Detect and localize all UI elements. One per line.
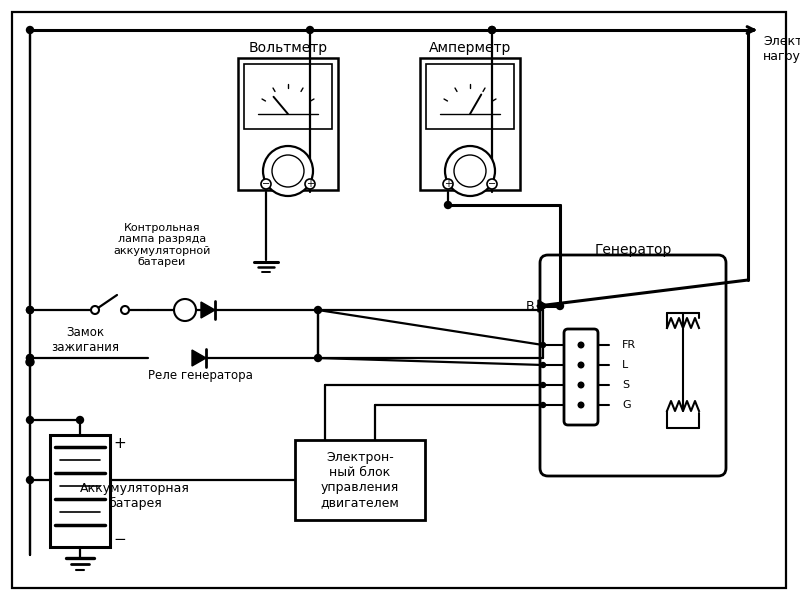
Text: +: + xyxy=(444,179,452,189)
Circle shape xyxy=(91,306,99,314)
Text: −: − xyxy=(262,179,270,189)
Text: Реле генератора: Реле генератора xyxy=(147,370,253,382)
Circle shape xyxy=(454,155,486,187)
Circle shape xyxy=(489,26,495,34)
Text: Генератор: Генератор xyxy=(594,243,672,257)
Circle shape xyxy=(174,299,196,321)
Circle shape xyxy=(541,403,546,408)
Circle shape xyxy=(263,146,313,196)
Circle shape xyxy=(445,202,451,208)
Circle shape xyxy=(26,417,34,423)
FancyBboxPatch shape xyxy=(564,329,598,425)
Polygon shape xyxy=(538,300,548,312)
Circle shape xyxy=(26,306,34,314)
Text: +: + xyxy=(113,435,126,450)
Circle shape xyxy=(261,179,271,189)
Text: −: − xyxy=(488,179,496,189)
Text: L: L xyxy=(622,360,628,370)
Bar xyxy=(244,64,332,129)
Text: Электрон-
ный блок
управления
двигателем: Электрон- ный блок управления двигателем xyxy=(321,451,399,509)
Circle shape xyxy=(541,362,546,367)
Polygon shape xyxy=(192,350,206,366)
Circle shape xyxy=(487,179,497,189)
Circle shape xyxy=(578,342,584,348)
Text: S: S xyxy=(622,380,629,390)
Text: Электрическая
нагрузка: Электрическая нагрузка xyxy=(763,35,800,63)
Text: Контрольная
лампа разряда
аккумуляторной
батареи: Контрольная лампа разряда аккумуляторной… xyxy=(114,223,210,267)
Bar xyxy=(295,440,425,520)
Circle shape xyxy=(272,155,304,187)
Text: G: G xyxy=(622,400,630,410)
Circle shape xyxy=(26,477,34,483)
FancyBboxPatch shape xyxy=(540,255,726,476)
Circle shape xyxy=(305,179,315,189)
Bar xyxy=(50,435,110,547)
Circle shape xyxy=(445,146,495,196)
Circle shape xyxy=(578,362,584,368)
Text: +: + xyxy=(306,179,314,189)
Text: Вольтметр: Вольтметр xyxy=(249,41,327,55)
Circle shape xyxy=(26,358,34,366)
Bar xyxy=(426,64,514,129)
Circle shape xyxy=(121,306,129,314)
Text: FR: FR xyxy=(622,340,636,350)
Circle shape xyxy=(26,355,34,361)
Bar xyxy=(420,58,520,190)
Circle shape xyxy=(314,306,322,314)
Circle shape xyxy=(443,179,453,189)
Text: Амперметр: Амперметр xyxy=(429,41,511,55)
Bar xyxy=(238,58,338,190)
Polygon shape xyxy=(201,302,215,318)
Text: Аккумуляторная
батарея: Аккумуляторная батарея xyxy=(80,482,190,510)
Circle shape xyxy=(541,343,546,347)
Text: B: B xyxy=(526,300,534,312)
Text: −: − xyxy=(113,532,126,547)
Circle shape xyxy=(314,355,322,361)
Circle shape xyxy=(578,382,584,388)
Circle shape xyxy=(26,306,34,314)
Circle shape xyxy=(557,302,563,309)
Text: Замок
зажигания: Замок зажигания xyxy=(51,326,119,354)
Circle shape xyxy=(489,26,495,34)
Circle shape xyxy=(541,382,546,388)
Circle shape xyxy=(578,402,584,408)
Circle shape xyxy=(77,417,83,423)
Circle shape xyxy=(26,26,34,34)
Circle shape xyxy=(306,26,314,34)
Circle shape xyxy=(26,355,34,361)
